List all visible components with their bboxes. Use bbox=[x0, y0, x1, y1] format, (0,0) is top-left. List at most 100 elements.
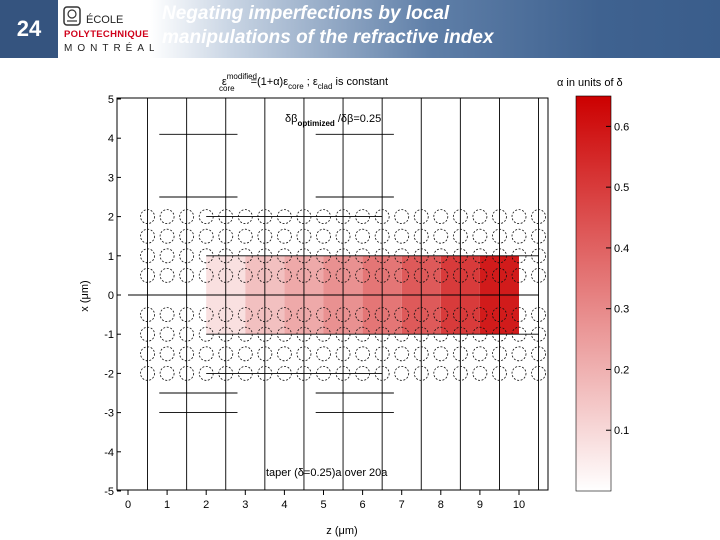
lattice-hole bbox=[335, 346, 351, 362]
lattice-hole bbox=[394, 346, 410, 362]
lattice-hole bbox=[335, 209, 351, 225]
lattice-hole bbox=[276, 365, 292, 381]
colorbar-tick-label: 0.5 bbox=[614, 182, 629, 194]
colorbar-tick-label: 0.1 bbox=[614, 425, 629, 437]
x-tick-label: 10 bbox=[513, 499, 525, 511]
lattice-hole bbox=[413, 326, 429, 342]
lattice-hole bbox=[492, 307, 507, 323]
lattice-hole bbox=[218, 307, 234, 323]
lattice-hole bbox=[472, 307, 488, 323]
lattice-hole bbox=[296, 307, 312, 323]
lattice-hole bbox=[218, 248, 234, 264]
lattice-hole bbox=[159, 365, 175, 381]
plot-axes bbox=[116, 97, 549, 491]
lattice-hole bbox=[452, 209, 468, 225]
colorbar-tick-label: 0.4 bbox=[614, 243, 629, 255]
y-tick-label: 1 bbox=[108, 251, 114, 263]
lattice-hole bbox=[257, 307, 273, 323]
lattice-hole bbox=[198, 346, 214, 362]
lattice-hole bbox=[413, 228, 429, 244]
lattice-hole bbox=[335, 228, 351, 244]
lattice-hole bbox=[140, 267, 155, 283]
lattice-hole bbox=[237, 267, 253, 283]
lattice-hole bbox=[531, 326, 546, 342]
lattice-hole bbox=[257, 228, 273, 244]
x-tick-label: 0 bbox=[125, 499, 131, 511]
lattice-hole bbox=[374, 307, 390, 323]
lattice-hole bbox=[374, 326, 390, 342]
lattice-hole bbox=[531, 228, 546, 244]
slide-number: 24 bbox=[0, 0, 58, 58]
lattice-hole bbox=[316, 307, 331, 323]
lattice-hole bbox=[140, 307, 155, 323]
lattice-hole bbox=[433, 228, 449, 244]
lattice-hole bbox=[296, 209, 312, 225]
lattice-hole bbox=[257, 326, 273, 342]
lattice-hole bbox=[335, 326, 351, 342]
hole-lattice bbox=[140, 209, 546, 381]
lattice-hole bbox=[492, 248, 507, 264]
lattice-hole bbox=[276, 228, 292, 244]
lattice-hole bbox=[159, 326, 175, 342]
lattice-hole bbox=[413, 307, 429, 323]
lattice-hole bbox=[472, 209, 488, 225]
lattice-hole bbox=[511, 228, 527, 244]
lattice-hole bbox=[159, 307, 175, 323]
lattice-hole bbox=[257, 365, 273, 381]
lattice-hole bbox=[511, 307, 527, 323]
lattice-hole bbox=[316, 228, 331, 244]
logo-line-3: MONTRÉAL bbox=[64, 41, 154, 54]
x-tick-label: 8 bbox=[438, 499, 444, 511]
x-tick-label: 6 bbox=[360, 499, 366, 511]
lattice-hole bbox=[394, 228, 410, 244]
lattice-hole bbox=[374, 365, 390, 381]
y-tick-label: 5 bbox=[108, 94, 114, 106]
lattice-hole bbox=[531, 267, 546, 283]
lattice-hole bbox=[218, 209, 234, 225]
lattice-hole bbox=[276, 209, 292, 225]
crest-icon bbox=[63, 6, 81, 26]
lattice-hole bbox=[140, 209, 155, 225]
lattice-hole bbox=[394, 365, 410, 381]
lattice-hole bbox=[335, 267, 351, 283]
lattice-hole bbox=[433, 267, 449, 283]
x-tick-label: 9 bbox=[477, 499, 483, 511]
lattice-hole bbox=[452, 267, 468, 283]
lattice-hole bbox=[179, 248, 195, 264]
lattice-hole bbox=[296, 365, 312, 381]
lattice-hole bbox=[374, 346, 390, 362]
lattice-hole bbox=[433, 346, 449, 362]
lattice-hole bbox=[433, 209, 449, 225]
y-tick-label: 0 bbox=[108, 290, 114, 302]
x-tick-label: 4 bbox=[281, 499, 287, 511]
lattice-hole bbox=[413, 267, 429, 283]
lattice-hole bbox=[198, 228, 214, 244]
lattice-hole bbox=[179, 228, 195, 244]
colorbar-tick-label: 0.2 bbox=[614, 364, 629, 376]
y-tick-label: -2 bbox=[104, 368, 114, 380]
lattice-hole bbox=[159, 209, 175, 225]
lattice-hole bbox=[355, 228, 371, 244]
lattice-hole bbox=[433, 248, 449, 264]
lattice-hole bbox=[316, 365, 331, 381]
lattice-hole bbox=[413, 346, 429, 362]
y-tick-label: -4 bbox=[104, 447, 114, 459]
slide-header: 24 ÉCOLE POLYTECHNIQUE MONTRÉAL Negating… bbox=[0, 0, 720, 58]
lattice-hole bbox=[452, 248, 468, 264]
lattice-hole bbox=[198, 307, 214, 323]
lattice-hole bbox=[452, 228, 468, 244]
lattice-hole bbox=[296, 326, 312, 342]
lattice-hole bbox=[511, 365, 527, 381]
lattice-hole bbox=[472, 346, 488, 362]
lattice-hole bbox=[335, 248, 351, 264]
lattice-hole bbox=[531, 346, 546, 362]
lattice-hole bbox=[179, 346, 195, 362]
lattice-hole bbox=[511, 267, 527, 283]
region-lines bbox=[128, 98, 539, 490]
lattice-hole bbox=[413, 365, 429, 381]
lattice-hole bbox=[472, 228, 488, 244]
lattice-hole bbox=[492, 346, 507, 362]
lattice-hole bbox=[394, 267, 410, 283]
lattice-hole bbox=[179, 307, 195, 323]
